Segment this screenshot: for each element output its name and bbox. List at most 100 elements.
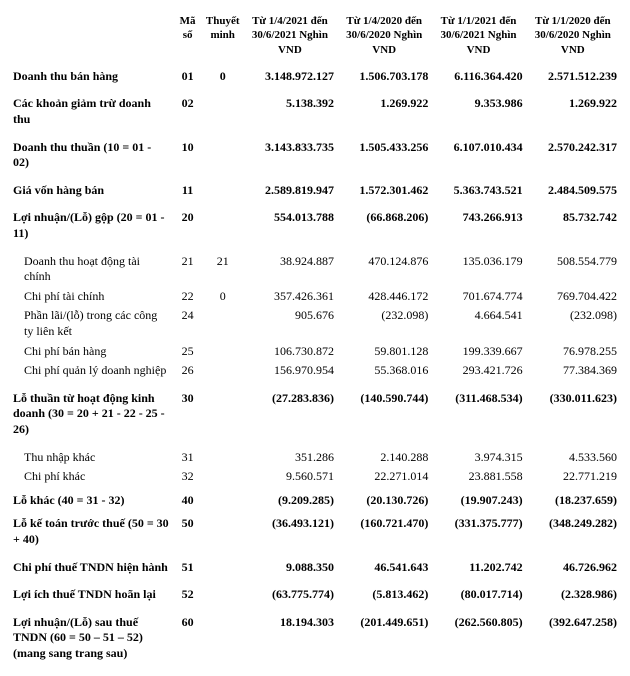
col-ms: Mã số	[173, 12, 203, 59]
v4: 508.554.779	[526, 252, 620, 287]
v1: (9.209.285)	[243, 491, 337, 511]
v4: (232.098)	[526, 306, 620, 341]
v2: 470.124.876	[337, 252, 431, 287]
label: Doanh thu hoạt động tài chính	[10, 252, 173, 287]
v4: (392.647.258)	[526, 613, 620, 664]
v4: 77.384.369	[526, 361, 620, 381]
label: Chi phí quản lý doanh nghiệp	[10, 361, 173, 381]
v3: 9.353.986	[431, 94, 525, 129]
v4: (348.249.282)	[526, 514, 620, 549]
v2: 1.572.301.462	[337, 181, 431, 201]
tm	[203, 467, 243, 487]
row-31: Thu nhập khác 31 351.286 2.140.288 3.974…	[10, 448, 620, 468]
v4: 2.570.242.317	[526, 138, 620, 173]
tm	[203, 181, 243, 201]
v1: 5.138.392	[243, 94, 337, 129]
label: Thu nhập khác	[10, 448, 173, 468]
col-p2: Từ 1/4/2020 đến 30/6/2020 Nghìn VND	[337, 12, 431, 59]
v4: 46.726.962	[526, 558, 620, 578]
v2: 55.368.016	[337, 361, 431, 381]
tm	[203, 138, 243, 173]
row-21: Doanh thu hoạt động tài chính 21 21 38.9…	[10, 252, 620, 287]
v3: 3.974.315	[431, 448, 525, 468]
v1: 9.088.350	[243, 558, 337, 578]
v4: 76.978.255	[526, 342, 620, 362]
ms: 24	[173, 306, 203, 341]
tm: 0	[203, 287, 243, 307]
ms: 01	[173, 67, 203, 87]
v1: 905.676	[243, 306, 337, 341]
v4: 1.269.922	[526, 94, 620, 129]
ms: 30	[173, 389, 203, 440]
v2: 1.269.922	[337, 94, 431, 129]
v3: 6.116.364.420	[431, 67, 525, 87]
v2: (20.130.726)	[337, 491, 431, 511]
v4: (18.237.659)	[526, 491, 620, 511]
label: Doanh thu bán hàng	[10, 67, 173, 87]
tm	[203, 208, 243, 243]
v4: 769.704.422	[526, 287, 620, 307]
label: Chi phí khác	[10, 467, 173, 487]
v3: (80.017.714)	[431, 585, 525, 605]
ms: 10	[173, 138, 203, 173]
v2: (160.721.470)	[337, 514, 431, 549]
col-p4: Từ 1/1/2020 đến 30/6/2020 Nghìn VND	[526, 12, 620, 59]
label: Doanh thu thuần (10 = 01 - 02)	[10, 138, 173, 173]
ms: 52	[173, 585, 203, 605]
ms: 51	[173, 558, 203, 578]
v2: (66.868.206)	[337, 208, 431, 243]
row-30: Lỗ thuần từ hoạt động kinh doanh (30 = 2…	[10, 389, 620, 440]
v1: 38.924.887	[243, 252, 337, 287]
row-11: Giá vốn hàng bán 11 2.589.819.947 1.572.…	[10, 181, 620, 201]
v3: 11.202.742	[431, 558, 525, 578]
v3: (311.468.534)	[431, 389, 525, 440]
tm	[203, 558, 243, 578]
row-52: Lợi ích thuế TNDN hoãn lại 52 (63.775.77…	[10, 585, 620, 605]
row-02: Các khoản giảm trừ doanh thu 02 5.138.39…	[10, 94, 620, 129]
ms: 11	[173, 181, 203, 201]
row-24: Phần lãi/(lỗ) trong các công ty liên kết…	[10, 306, 620, 341]
label: Lỗ thuần từ hoạt động kinh doanh (30 = 2…	[10, 389, 173, 440]
v2: (140.590.744)	[337, 389, 431, 440]
ms: 50	[173, 514, 203, 549]
v2: 46.541.643	[337, 558, 431, 578]
col-p1: Từ 1/4/2021 đến 30/6/2021 Nghìn VND	[243, 12, 337, 59]
v1: 3.143.833.735	[243, 138, 337, 173]
v3: 743.266.913	[431, 208, 525, 243]
row-40: Lỗ khác (40 = 31 - 32) 40 (9.209.285) (2…	[10, 491, 620, 511]
tm	[203, 342, 243, 362]
v3: (262.560.805)	[431, 613, 525, 664]
ms: 60	[173, 613, 203, 664]
income-statement-table: Mã số Thuyết minh Từ 1/4/2021 đến 30/6/2…	[10, 12, 620, 664]
v2: (232.098)	[337, 306, 431, 341]
label: Lỗ kế toán trước thuế (50 = 30 + 40)	[10, 514, 173, 549]
v1: 554.013.788	[243, 208, 337, 243]
row-22: Chi phí tài chính 22 0 357.426.361 428.4…	[10, 287, 620, 307]
col-tm: Thuyết minh	[203, 12, 243, 59]
row-20: Lợi nhuận/(Lỗ) gộp (20 = 01 - 11) 20 554…	[10, 208, 620, 243]
ms: 25	[173, 342, 203, 362]
v3: 135.036.179	[431, 252, 525, 287]
ms: 31	[173, 448, 203, 468]
v1: 3.148.972.127	[243, 67, 337, 87]
v3: 199.339.667	[431, 342, 525, 362]
row-26: Chi phí quản lý doanh nghiệp 26 156.970.…	[10, 361, 620, 381]
row-50: Lỗ kế toán trước thuế (50 = 30 + 40) 50 …	[10, 514, 620, 549]
ms: 22	[173, 287, 203, 307]
v1: (36.493.121)	[243, 514, 337, 549]
ms: 02	[173, 94, 203, 129]
v2: (201.449.651)	[337, 613, 431, 664]
label: Các khoản giảm trừ doanh thu	[10, 94, 173, 129]
label: Chi phí tài chính	[10, 287, 173, 307]
v3: 5.363.743.521	[431, 181, 525, 201]
v1: 106.730.872	[243, 342, 337, 362]
v1: 351.286	[243, 448, 337, 468]
v1: 2.589.819.947	[243, 181, 337, 201]
row-32: Chi phí khác 32 9.560.571 22.271.014 23.…	[10, 467, 620, 487]
v2: (5.813.462)	[337, 585, 431, 605]
v4: (330.011.623)	[526, 389, 620, 440]
tm	[203, 613, 243, 664]
table-header-row: Mã số Thuyết minh Từ 1/4/2021 đến 30/6/2…	[10, 12, 620, 59]
tm	[203, 94, 243, 129]
v1: 9.560.571	[243, 467, 337, 487]
